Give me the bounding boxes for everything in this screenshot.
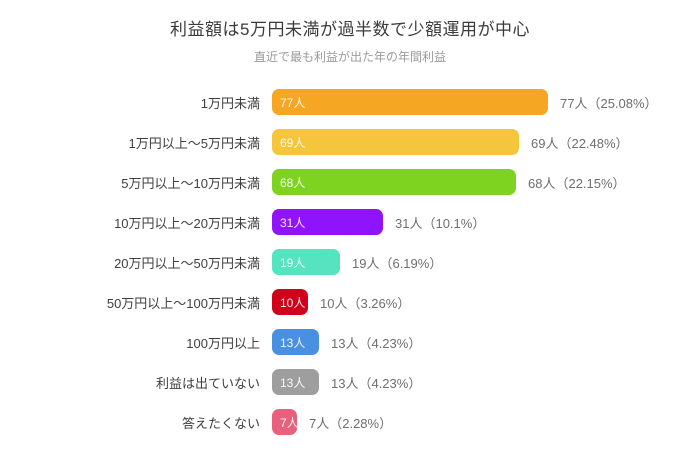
bar: 69人 <box>272 129 519 155</box>
chart-row: 1万円以上〜5万円未満 69人 69人（22.48%） <box>0 122 700 162</box>
chart-row: 100万円以上 13人 13人（4.23%） <box>0 322 700 362</box>
bar: 7人 <box>272 409 299 435</box>
bar: 31人 <box>272 209 383 235</box>
category-label: 5万円以上〜10万円未満 <box>121 175 260 191</box>
bar: 68人 <box>272 169 516 195</box>
value-annotation: 10人（3.26%） <box>320 295 411 311</box>
bar-value-label: 68人 <box>280 175 306 190</box>
bar-value-label: 77人 <box>280 95 306 110</box>
bar: 13人 <box>272 369 319 395</box>
value-annotation: 68人（22.15%） <box>528 175 626 191</box>
chart-row: 答えたくない 7人 7人（2.28%） <box>0 402 700 442</box>
value-annotation: 77人（25.08%） <box>560 95 658 111</box>
chart-row: 10万円以上〜20万円未満 31人 31人（10.1%） <box>0 202 700 242</box>
chart-rows: 1万円未満 77人 77人（25.08%） 1万円以上〜5万円未満 69人 69… <box>0 82 700 442</box>
chart-row: 5万円以上〜10万円未満 68人 68人（22.15%） <box>0 162 700 202</box>
value-annotation: 19人（6.19%） <box>352 255 443 271</box>
bar-value-label: 19人 <box>280 255 306 270</box>
value-annotation: 13人（4.23%） <box>331 375 422 391</box>
category-label: 100万円以上 <box>186 335 260 351</box>
value-annotation: 69人（22.48%） <box>531 135 629 151</box>
category-label: 50万円以上〜100万円未満 <box>106 295 260 311</box>
bar-value-label: 31人 <box>280 215 306 230</box>
bar-value-label: 13人 <box>280 375 306 390</box>
chart-row: 20万円以上〜50万円未満 19人 19人（6.19%） <box>0 242 700 282</box>
bar-value-label: 10人 <box>280 295 306 310</box>
bar-value-label: 7人 <box>280 415 299 430</box>
category-label: 利益は出ていない <box>155 375 260 391</box>
chart-row: 利益は出ていない 13人 13人（4.23%） <box>0 362 700 402</box>
category-label: 1万円未満 <box>200 95 260 111</box>
bar: 10人 <box>272 289 308 315</box>
chart-row: 1万円未満 77人 77人（25.08%） <box>0 82 700 122</box>
bar: 77人 <box>272 89 548 115</box>
value-annotation: 13人（4.23%） <box>331 335 422 351</box>
bar-value-label: 13人 <box>280 335 306 350</box>
category-label: 1万円以上〜5万円未満 <box>128 135 260 151</box>
category-label: 10万円以上〜20万円未満 <box>114 215 260 231</box>
value-annotation: 7人（2.28%） <box>309 415 393 431</box>
bar-value-label: 69人 <box>280 135 306 150</box>
chart-subtitle: 直近で最も利益が出た年の年間利益 <box>253 50 446 64</box>
category-label: 答えたくない <box>181 415 260 431</box>
bar: 13人 <box>272 329 319 355</box>
bar: 19人 <box>272 249 340 275</box>
chart-row: 50万円以上〜100万円未満 10人 10人（3.26%） <box>0 282 700 322</box>
value-annotation: 31人（10.1%） <box>395 215 486 231</box>
chart-header: 利益額は5万円未満が過半数で少額運用が中心 直近で最も利益が出た年の年間利益 <box>0 15 700 65</box>
category-label: 20万円以上〜50万円未満 <box>114 255 260 271</box>
chart-title: 利益額は5万円未満が過半数で少額運用が中心 <box>170 20 530 39</box>
